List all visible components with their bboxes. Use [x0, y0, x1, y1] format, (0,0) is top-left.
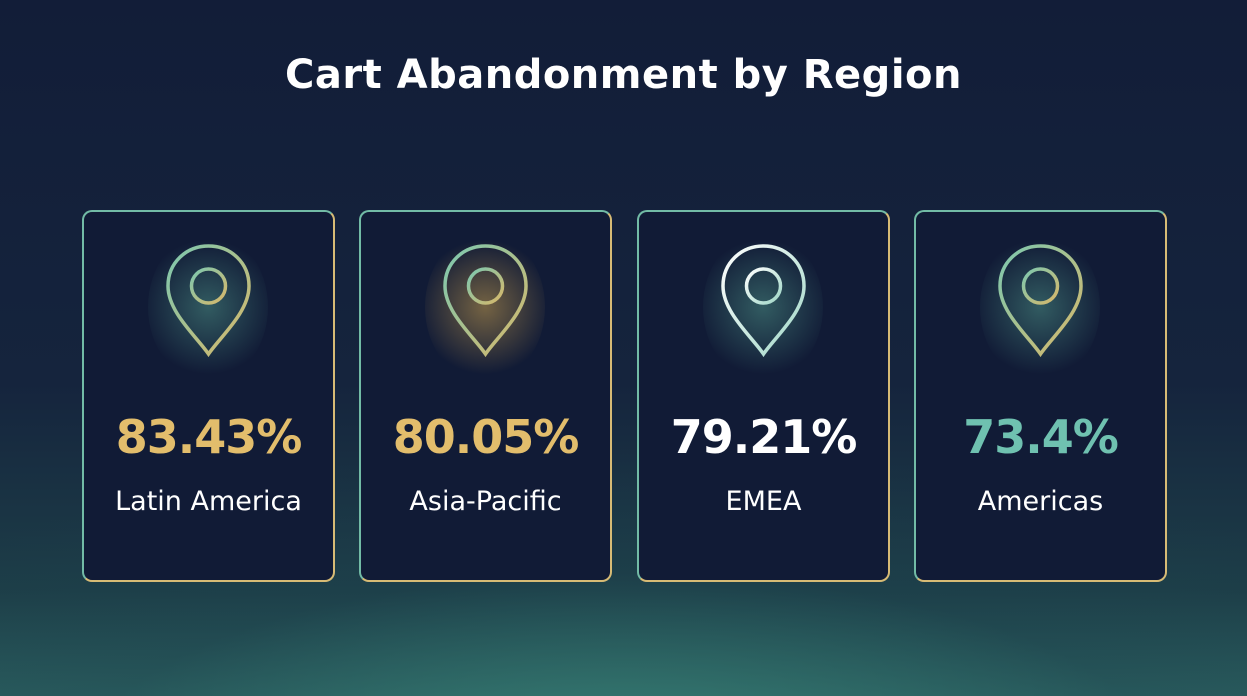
location-pin-icon	[166, 244, 251, 368]
icon-glow	[425, 232, 545, 382]
region-label: Latin America	[115, 486, 302, 517]
pin-outline	[721, 244, 806, 358]
location-pin-icon	[998, 244, 1083, 368]
location-pin-icon	[443, 244, 528, 368]
pin-center	[189, 267, 228, 305]
pin-outline	[166, 244, 251, 358]
pin-outline	[443, 244, 528, 358]
page-title: Cart Abandonment by Region	[285, 52, 962, 98]
region-card: 80.05% Asia-Pacific	[359, 210, 612, 582]
region-label: Americas	[977, 486, 1104, 517]
icon-glow	[980, 232, 1100, 382]
pin-center	[744, 267, 783, 305]
metric-value: 83.43%	[115, 410, 303, 464]
region-card: 73.4% Americas	[914, 210, 1167, 582]
metric-value: 80.05%	[392, 410, 580, 464]
location-pin-icon	[721, 244, 806, 368]
icon-glow	[703, 232, 823, 382]
icon-glow	[148, 232, 268, 382]
pin-center	[1021, 267, 1060, 305]
region-card: 79.21% EMEA	[637, 210, 890, 582]
pin-center	[466, 267, 505, 305]
region-card: 83.43% Latin America	[82, 210, 335, 582]
region-label: Asia-Pacific	[409, 486, 562, 517]
pin-outline	[998, 244, 1083, 358]
region-label: EMEA	[725, 486, 802, 517]
metric-value: 79.21%	[670, 410, 858, 464]
metric-value: 73.4%	[963, 410, 1119, 464]
